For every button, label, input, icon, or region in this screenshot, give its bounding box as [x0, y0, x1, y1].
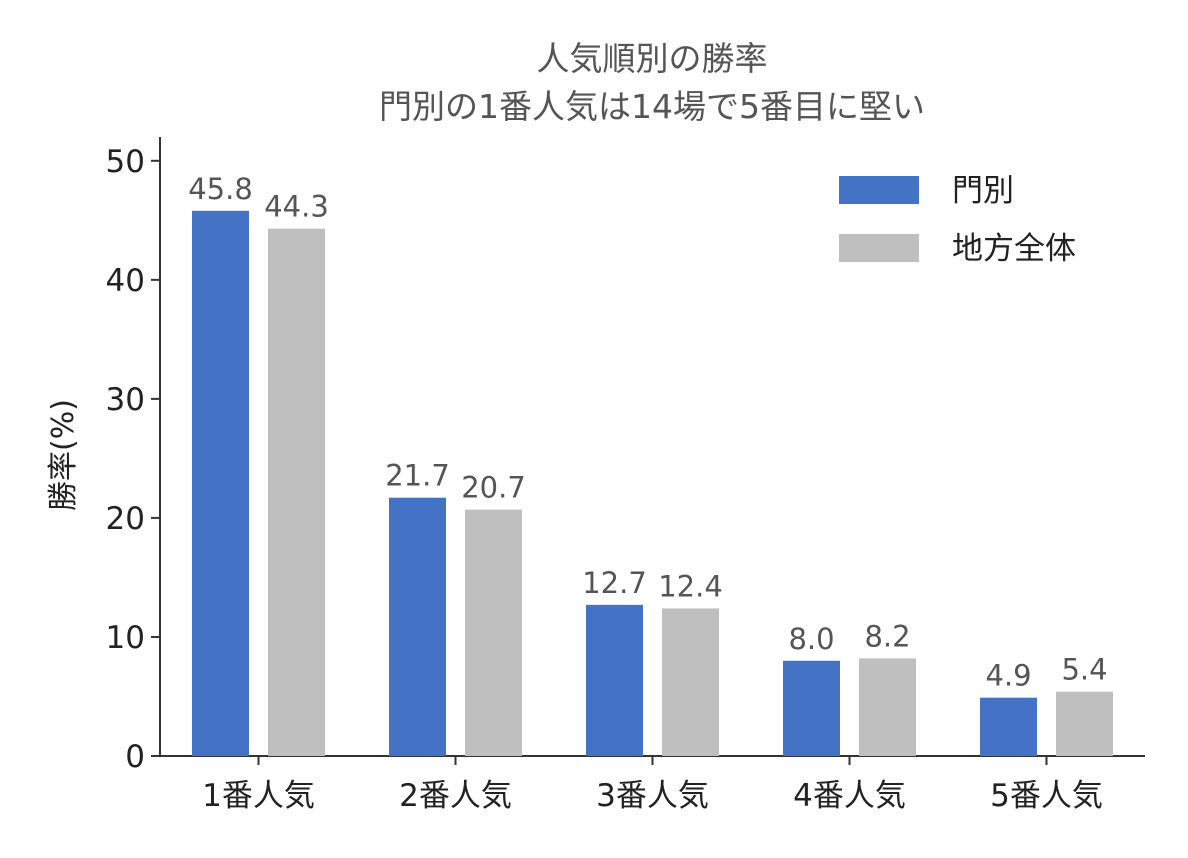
legend-swatch: [839, 176, 919, 204]
y-tick-label: 0: [125, 739, 145, 775]
data-label: 12.4: [658, 569, 723, 603]
y-tick-label: 20: [106, 501, 145, 537]
data-label: 4.9: [985, 659, 1031, 693]
data-label: 44.3: [264, 190, 329, 224]
x-tick-label: 3番人気: [596, 778, 709, 814]
y-tick-label: 30: [106, 382, 145, 418]
y-tick-label: 50: [106, 144, 145, 180]
legend-label: 門別: [952, 173, 1014, 209]
data-label: 20.7: [461, 471, 526, 505]
bar: [980, 697, 1037, 756]
chart-title: 人気順別の勝率: [537, 39, 768, 78]
bar: [783, 660, 840, 756]
x-tick-label: 1番人気: [202, 778, 315, 814]
data-label: 21.7: [385, 459, 450, 493]
plot-area: 0 10 20 30 40 50 1番人気 45.8 44.3 2番人気 21.7 20.7 3番人気 1…: [106, 137, 1145, 814]
data-label: 8.2: [864, 619, 910, 653]
x-tick-label: 4番人気: [793, 778, 906, 814]
data-label: 45.8: [188, 172, 253, 206]
legend-label: 地方全体: [952, 231, 1076, 267]
x-tick-label: 5番人気: [990, 778, 1103, 814]
y-tick-label: 40: [106, 263, 145, 299]
x-tick-label: 2番人気: [399, 778, 512, 814]
legend-swatch: [839, 234, 919, 262]
y-tick-label: 10: [106, 620, 145, 656]
y-axis-label: 勝率(%): [46, 399, 81, 511]
bar: [268, 228, 325, 757]
bar: [192, 210, 249, 757]
data-label: 8.0: [788, 622, 834, 656]
bar: [859, 658, 916, 756]
data-label: 5.4: [1061, 653, 1107, 687]
bar: [465, 509, 522, 756]
data-label: 12.7: [582, 566, 647, 600]
chart-subtitle: 門別の1番人気は14場で5番目に堅い: [379, 87, 925, 126]
bar: [389, 497, 446, 756]
bar: [662, 608, 719, 756]
bar: [586, 604, 643, 756]
bar: [1056, 691, 1113, 756]
